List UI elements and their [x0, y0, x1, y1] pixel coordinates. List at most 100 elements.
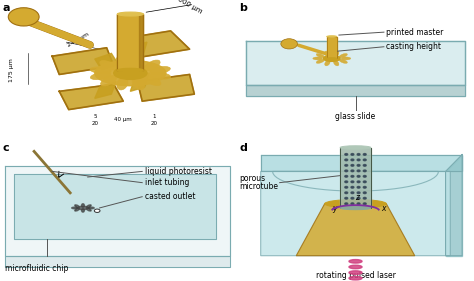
Ellipse shape [100, 61, 118, 70]
Ellipse shape [150, 72, 171, 79]
Ellipse shape [91, 72, 111, 80]
Circle shape [357, 187, 360, 188]
Polygon shape [130, 73, 149, 91]
Ellipse shape [349, 271, 362, 274]
Ellipse shape [82, 204, 84, 207]
Text: 175 μm: 175 μm [9, 58, 15, 82]
Ellipse shape [325, 60, 330, 66]
Ellipse shape [327, 58, 337, 59]
Polygon shape [118, 31, 190, 58]
Polygon shape [5, 166, 230, 256]
Text: casted outlet: casted outlet [145, 192, 195, 201]
Ellipse shape [325, 200, 386, 208]
Text: microfluidic chip: microfluidic chip [5, 264, 68, 273]
Polygon shape [296, 204, 415, 256]
Ellipse shape [349, 277, 362, 280]
Polygon shape [118, 14, 122, 70]
Circle shape [345, 159, 348, 161]
Text: a: a [2, 3, 10, 13]
Text: 244 μm: 244 μm [66, 31, 90, 47]
Ellipse shape [313, 57, 322, 60]
Circle shape [357, 153, 360, 155]
Circle shape [357, 181, 360, 183]
Ellipse shape [72, 207, 78, 209]
Ellipse shape [150, 67, 170, 74]
Circle shape [351, 170, 354, 172]
Circle shape [363, 197, 366, 199]
Circle shape [357, 197, 360, 199]
Circle shape [351, 175, 354, 177]
Ellipse shape [340, 206, 371, 210]
Polygon shape [52, 48, 114, 74]
Polygon shape [59, 84, 123, 110]
Text: x: x [382, 204, 386, 213]
Circle shape [345, 175, 348, 177]
Ellipse shape [339, 53, 347, 58]
Text: d: d [239, 143, 247, 153]
Text: 20: 20 [91, 121, 98, 126]
Circle shape [357, 159, 360, 161]
Circle shape [357, 170, 360, 172]
Circle shape [345, 165, 348, 166]
Circle shape [351, 165, 354, 166]
Circle shape [345, 170, 348, 172]
Polygon shape [246, 41, 465, 85]
Text: 40 μm: 40 μm [114, 117, 132, 122]
Circle shape [351, 187, 354, 188]
Text: porous: porous [239, 174, 265, 183]
Polygon shape [327, 37, 337, 58]
Ellipse shape [118, 12, 143, 16]
Circle shape [363, 175, 366, 177]
Polygon shape [118, 14, 143, 70]
Ellipse shape [86, 205, 91, 208]
Ellipse shape [144, 60, 160, 71]
Circle shape [94, 209, 100, 212]
Ellipse shape [75, 208, 80, 211]
Polygon shape [261, 155, 462, 171]
Circle shape [363, 192, 366, 194]
Circle shape [357, 165, 360, 166]
Circle shape [345, 181, 348, 183]
Ellipse shape [75, 205, 80, 208]
Circle shape [357, 192, 360, 194]
Circle shape [363, 170, 366, 172]
Ellipse shape [316, 53, 324, 58]
Ellipse shape [100, 76, 117, 86]
Circle shape [363, 203, 366, 205]
Circle shape [9, 8, 39, 26]
PathPatch shape [261, 171, 450, 256]
Ellipse shape [316, 59, 324, 64]
Circle shape [345, 153, 348, 155]
Ellipse shape [95, 60, 166, 86]
Circle shape [363, 181, 366, 183]
Circle shape [351, 192, 354, 194]
Polygon shape [340, 148, 371, 208]
Circle shape [345, 192, 348, 194]
Polygon shape [446, 155, 462, 256]
Text: liquid photoresist: liquid photoresist [145, 167, 211, 176]
Polygon shape [137, 74, 194, 101]
Text: ø 600 μm: ø 600 μm [171, 0, 203, 15]
Circle shape [363, 153, 366, 155]
Text: rotating pulsed laser: rotating pulsed laser [316, 271, 395, 280]
Ellipse shape [78, 206, 88, 210]
Circle shape [351, 181, 354, 183]
Circle shape [351, 159, 354, 161]
Text: glass slide: glass slide [336, 112, 375, 121]
Ellipse shape [334, 51, 339, 57]
Ellipse shape [341, 57, 351, 60]
Circle shape [363, 187, 366, 188]
Ellipse shape [132, 78, 145, 90]
Circle shape [345, 187, 348, 188]
Circle shape [363, 159, 366, 161]
Ellipse shape [349, 265, 362, 269]
Ellipse shape [82, 209, 84, 212]
Circle shape [363, 165, 366, 166]
Circle shape [357, 203, 360, 205]
Circle shape [351, 153, 354, 155]
Circle shape [351, 197, 354, 199]
Polygon shape [95, 53, 118, 70]
Ellipse shape [86, 208, 91, 211]
Text: 1: 1 [152, 114, 156, 119]
Polygon shape [14, 174, 216, 239]
